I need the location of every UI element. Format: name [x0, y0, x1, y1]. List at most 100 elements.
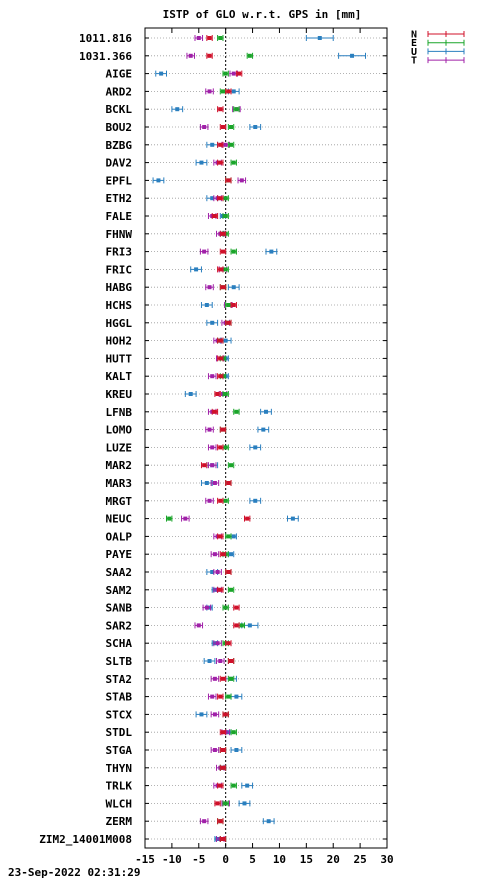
data-point-N	[220, 249, 225, 254]
data-point-N	[215, 801, 220, 806]
data-point-U	[269, 249, 274, 254]
category-label: EPFL	[106, 174, 133, 187]
x-tick-label: -5	[192, 853, 205, 866]
data-point-N	[218, 534, 223, 539]
plot-frame	[144, 27, 388, 849]
data-point-U	[234, 748, 239, 752]
data-point-N	[220, 285, 225, 290]
data-point-E	[223, 267, 228, 272]
data-point-N	[220, 730, 225, 735]
legend-label-E: E	[411, 38, 417, 49]
category-label: BCKL	[106, 103, 133, 116]
data-point-U	[194, 267, 199, 272]
category-label: AIGE	[106, 68, 133, 81]
data-point-E	[223, 445, 228, 450]
data-point-N	[220, 231, 225, 236]
category-label: FALE	[106, 210, 133, 223]
data-point-N	[218, 160, 223, 165]
data-point-N	[218, 694, 223, 699]
category-label: FRI3	[106, 246, 133, 259]
category-label: SAM2	[106, 584, 133, 597]
category-label: STCX	[106, 708, 133, 721]
data-point-T	[239, 178, 244, 183]
data-point-N	[218, 819, 223, 824]
category-label: MRGT	[106, 495, 133, 508]
data-point-E	[234, 107, 239, 112]
category-label: ZIM2_14001M008	[39, 833, 132, 846]
data-point-U	[210, 142, 215, 147]
data-point-T	[207, 498, 212, 503]
data-point-U	[210, 570, 215, 574]
data-point-N	[220, 748, 225, 752]
data-point-E	[229, 125, 234, 129]
category-label: 1011.816	[79, 32, 132, 45]
chart-title: ISTP of GLO w.r.t. GPS in [mm]	[163, 8, 362, 21]
legend-label-T: T	[411, 56, 417, 67]
data-point-N	[207, 36, 212, 40]
category-label: MAR2	[106, 459, 133, 472]
category-label: 1031.366	[79, 50, 132, 63]
data-point-E	[231, 249, 236, 254]
data-point-E	[231, 783, 236, 788]
data-point-E	[218, 36, 223, 40]
data-point-E	[239, 623, 244, 628]
data-point-T	[210, 694, 215, 699]
data-point-T	[212, 748, 217, 752]
data-point-E	[220, 89, 225, 94]
data-point-E	[223, 801, 228, 806]
data-point-N	[220, 552, 225, 557]
data-point-E	[229, 142, 234, 147]
data-point-U	[234, 694, 239, 699]
data-point-T	[223, 142, 228, 147]
legend-label-U: U	[411, 47, 417, 58]
data-point-T	[196, 623, 201, 628]
category-label: HUTT	[106, 352, 133, 365]
data-point-N	[226, 178, 231, 183]
data-point-T	[207, 285, 212, 290]
x-tick-label: -15	[135, 853, 155, 866]
data-point-N	[202, 463, 207, 468]
category-label: STDL	[106, 726, 133, 739]
data-point-N	[218, 587, 223, 592]
data-point-N	[234, 623, 239, 628]
data-point-N	[207, 53, 212, 58]
category-label: FHNW	[106, 228, 133, 241]
category-label: PAYE	[106, 548, 133, 561]
category-label: DAV2	[106, 157, 133, 170]
data-point-U	[175, 107, 180, 112]
data-point-T	[202, 249, 207, 254]
data-point-E	[226, 303, 231, 307]
x-tick-label: -10	[162, 853, 182, 866]
data-point-N	[245, 516, 250, 521]
data-point-E	[223, 214, 228, 218]
data-point-T	[210, 374, 215, 379]
data-point-U	[207, 659, 212, 663]
x-tick-label: 20	[327, 853, 340, 866]
data-point-E	[223, 605, 228, 610]
data-point-T	[202, 819, 207, 824]
data-point-E	[229, 676, 234, 681]
data-point-E	[234, 409, 239, 414]
data-point-U	[290, 516, 295, 521]
category-label: BOU2	[106, 121, 133, 134]
data-point-N	[218, 783, 223, 788]
data-point-U	[229, 552, 234, 557]
data-point-U	[223, 338, 228, 343]
data-point-E	[247, 53, 252, 58]
data-point-N	[226, 89, 231, 94]
data-point-U	[231, 285, 236, 290]
category-label: HABG	[106, 281, 133, 294]
category-label: HCHS	[106, 299, 133, 312]
data-point-T	[210, 463, 215, 468]
category-label: THYN	[106, 762, 133, 775]
data-point-U	[350, 53, 355, 58]
data-point-E	[231, 160, 236, 165]
data-point-U	[204, 303, 209, 307]
data-point-N	[218, 196, 223, 201]
data-point-E	[226, 534, 231, 539]
data-point-U	[317, 36, 322, 40]
data-point-E	[223, 392, 228, 396]
data-point-T	[183, 516, 188, 521]
data-point-T	[207, 89, 212, 94]
